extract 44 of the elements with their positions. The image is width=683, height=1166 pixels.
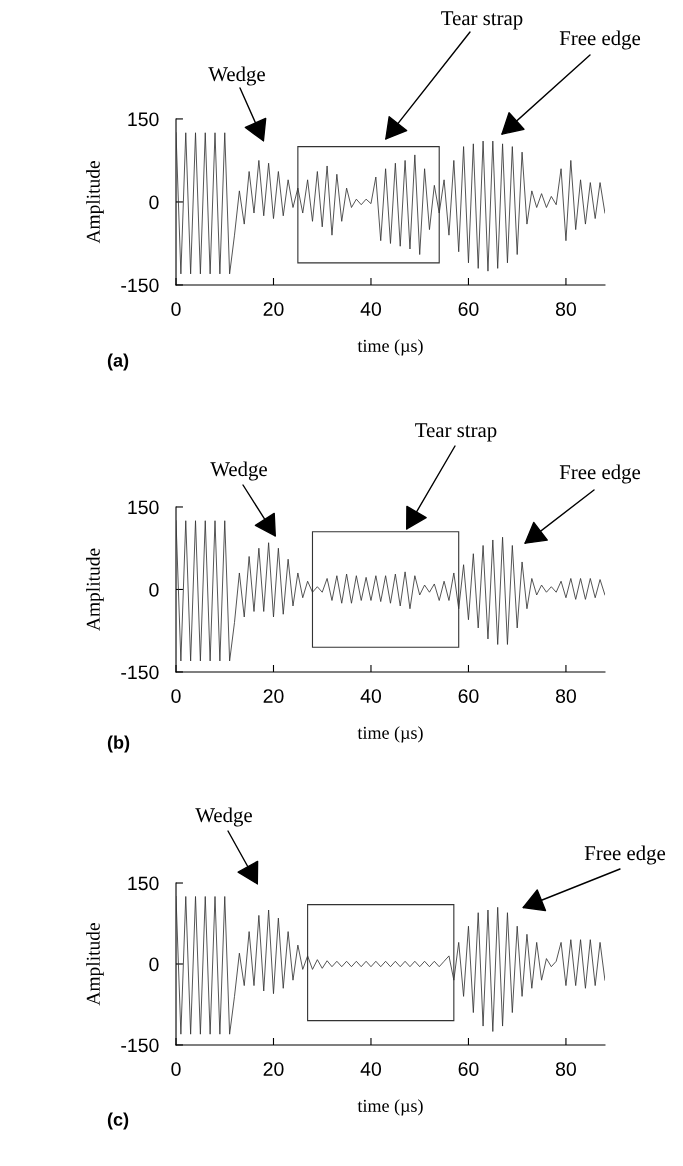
x-tick-label: 40 bbox=[360, 1062, 382, 1076]
y-axis-title: Amplitude bbox=[86, 548, 104, 631]
x-tick-label: 40 bbox=[360, 302, 382, 316]
x-tick-label: 0 bbox=[171, 689, 181, 703]
text: Free edge bbox=[559, 30, 641, 50]
y-tick-label: 150 bbox=[128, 500, 159, 515]
x-tick-label: 60 bbox=[458, 1062, 479, 1076]
line-series bbox=[176, 132, 605, 275]
x-tick-label: 0 bbox=[171, 1062, 181, 1076]
y-tick-label: -150 bbox=[121, 665, 159, 680]
y-tick-label: 0 bbox=[149, 195, 159, 210]
x-tick-label: 20 bbox=[263, 302, 284, 316]
y-tick-label: 0 bbox=[149, 957, 159, 972]
x-tick-label: 80 bbox=[555, 689, 576, 703]
y-tick-label: 150 bbox=[128, 876, 159, 891]
x-tick-label: 20 bbox=[263, 1062, 284, 1076]
line-series bbox=[176, 520, 605, 662]
text: Free edge bbox=[559, 464, 641, 484]
text: Tear strap bbox=[441, 11, 523, 30]
text: Free edge bbox=[584, 845, 666, 865]
x-axis-title: time (µs) bbox=[357, 339, 423, 356]
y-axis-title: Amplitude bbox=[86, 161, 104, 244]
text: Wedge bbox=[195, 807, 252, 827]
x-tick-label: 60 bbox=[458, 302, 479, 316]
x-axis-title: time (µs) bbox=[357, 1099, 423, 1116]
text: Wedge bbox=[210, 461, 267, 481]
text: (c) bbox=[107, 1112, 129, 1130]
y-tick-label: -150 bbox=[121, 1038, 159, 1053]
x-tick-label: 60 bbox=[458, 689, 479, 703]
text: Tear strap bbox=[415, 423, 497, 442]
x-tick-label: 0 bbox=[171, 302, 181, 316]
x-tick-label: 80 bbox=[555, 302, 576, 316]
text: (b) bbox=[107, 735, 130, 753]
y-axis-title: Amplitude bbox=[86, 923, 104, 1006]
y-tick-label: -150 bbox=[121, 278, 159, 293]
x-axis-title: time (µs) bbox=[357, 726, 423, 743]
text: (a) bbox=[107, 353, 129, 371]
text: Wedge bbox=[208, 66, 265, 86]
y-tick-label: 0 bbox=[149, 582, 159, 597]
x-tick-label: 80 bbox=[555, 1062, 576, 1076]
x-tick-label: 40 bbox=[360, 689, 382, 703]
y-tick-label: 150 bbox=[128, 112, 159, 127]
x-tick-label: 20 bbox=[263, 689, 284, 703]
line-series bbox=[176, 896, 605, 1035]
